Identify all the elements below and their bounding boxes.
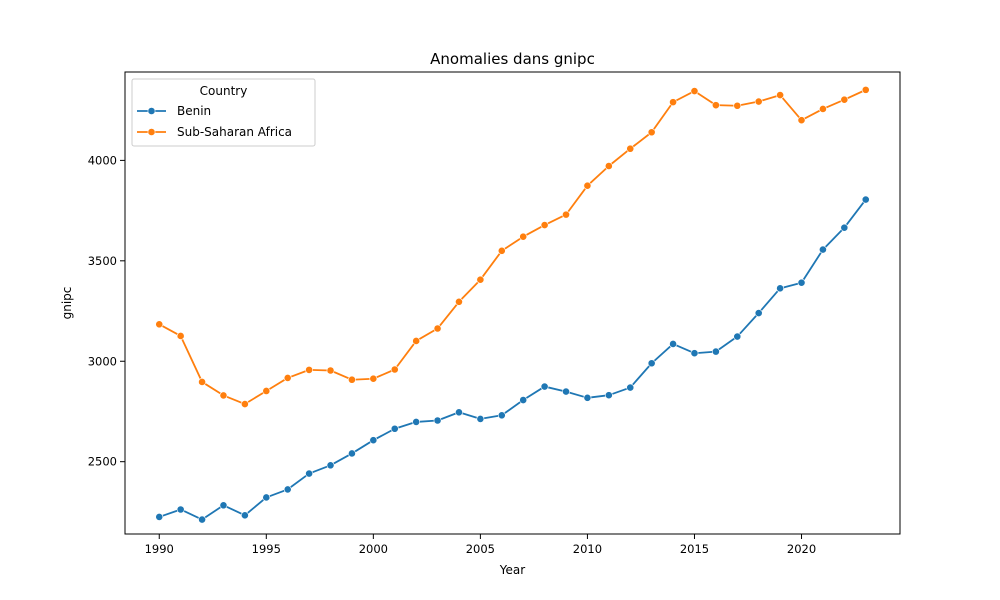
series-point-1 <box>690 87 699 95</box>
series-point-1 <box>819 105 827 113</box>
y-tick-label: 2500 <box>88 455 117 469</box>
series-point-1 <box>604 162 613 170</box>
series-point-0 <box>583 393 592 402</box>
plot-area <box>155 85 870 524</box>
series-point-1 <box>797 116 806 125</box>
series-point-1 <box>219 391 228 400</box>
series-point-1 <box>240 400 249 408</box>
series-point-0 <box>390 424 399 433</box>
series-point-1 <box>455 297 463 306</box>
series-point-0 <box>840 223 849 232</box>
series-point-0 <box>647 359 656 368</box>
series-point-0 <box>776 284 785 293</box>
series-point-1 <box>669 98 677 107</box>
y-tick-label: 3500 <box>88 254 117 268</box>
legend-label-1: Sub-Saharan Africa <box>177 125 292 139</box>
series-line-0 <box>158 199 867 521</box>
series-point-1 <box>776 91 785 99</box>
legend-marker-0 <box>147 107 156 115</box>
series-point-0 <box>198 515 206 524</box>
series-point-0 <box>455 408 463 417</box>
series-point-0 <box>219 501 228 510</box>
series-point-1 <box>412 337 421 345</box>
series-point-1 <box>176 332 185 340</box>
x-tick-label: 1995 <box>252 542 281 556</box>
series-point-0 <box>669 340 677 348</box>
series-point-0 <box>604 391 613 400</box>
legend-box <box>131 78 316 147</box>
x-axis-label: Year <box>499 563 525 577</box>
series-point-0 <box>283 485 292 494</box>
series-point-0 <box>476 415 485 423</box>
legend-label-0: Benin <box>177 104 211 118</box>
series-point-1 <box>476 275 485 284</box>
series-point-1 <box>540 221 549 229</box>
series-point-1 <box>390 365 399 374</box>
series-point-1 <box>497 246 506 255</box>
series-point-1 <box>711 101 720 110</box>
series-point-0 <box>733 332 742 341</box>
series-point-0 <box>348 449 356 458</box>
y-tick-label: 3000 <box>88 354 117 368</box>
x-tick-label: 1990 <box>145 542 174 556</box>
series-point-0 <box>155 513 164 521</box>
y-axis: 2500 3000 3500 4000 <box>88 153 125 469</box>
series-point-1 <box>262 387 271 395</box>
series-point-1 <box>283 374 292 382</box>
x-tick-label: 2005 <box>466 542 495 556</box>
series-point-1 <box>626 144 635 153</box>
legend: Country Benin Sub-Saharan Africa <box>131 78 316 147</box>
series-point-0 <box>433 416 442 425</box>
series-point-0 <box>497 411 506 420</box>
series-point-1 <box>155 320 164 329</box>
y-tick-label: 4000 <box>88 153 117 167</box>
series-point-0 <box>369 436 378 445</box>
series-point-0 <box>326 461 335 470</box>
series-point-1 <box>433 324 442 333</box>
plot-frame <box>124 71 901 535</box>
y-axis-label: gnipc <box>60 287 74 320</box>
series-line-1 <box>158 89 867 405</box>
series-point-1 <box>519 232 528 241</box>
legend-marker-1 <box>147 128 156 136</box>
series-point-1 <box>583 181 592 190</box>
series-point-1 <box>647 128 656 137</box>
x-tick-label: 2010 <box>573 542 602 556</box>
series-point-1 <box>305 365 314 374</box>
chart-title: Anomalies dans gnipc <box>430 50 595 68</box>
series-point-0 <box>412 418 421 426</box>
x-tick-label: 2015 <box>680 542 709 556</box>
series-point-0 <box>540 382 549 391</box>
series-point-1 <box>348 375 356 384</box>
series-point-0 <box>819 245 827 254</box>
series-point-1 <box>840 95 849 104</box>
series-point-0 <box>262 493 271 502</box>
series-point-1 <box>326 366 335 375</box>
x-tick-label: 2000 <box>359 542 388 556</box>
series-point-0 <box>562 387 570 396</box>
series-point-0 <box>240 511 249 520</box>
x-tick-label: 2020 <box>787 542 816 556</box>
x-axis: 1990 1995 2000 2005 2010 2015 2020 <box>145 534 816 556</box>
series-point-0 <box>519 396 528 404</box>
legend-title: Country <box>200 84 248 98</box>
series-point-0 <box>176 505 185 514</box>
series-point-1 <box>369 374 378 383</box>
series-point-1 <box>733 101 742 110</box>
series-point-0 <box>861 195 870 204</box>
series-point-0 <box>626 383 635 392</box>
series-point-0 <box>711 347 720 356</box>
series-point-0 <box>305 469 314 478</box>
series-point-0 <box>797 278 806 287</box>
series-point-1 <box>754 97 763 106</box>
series-point-1 <box>861 85 870 94</box>
series-point-0 <box>690 349 699 358</box>
series-point-0 <box>754 309 763 317</box>
series-point-1 <box>562 210 570 219</box>
series-point-1 <box>198 378 206 386</box>
